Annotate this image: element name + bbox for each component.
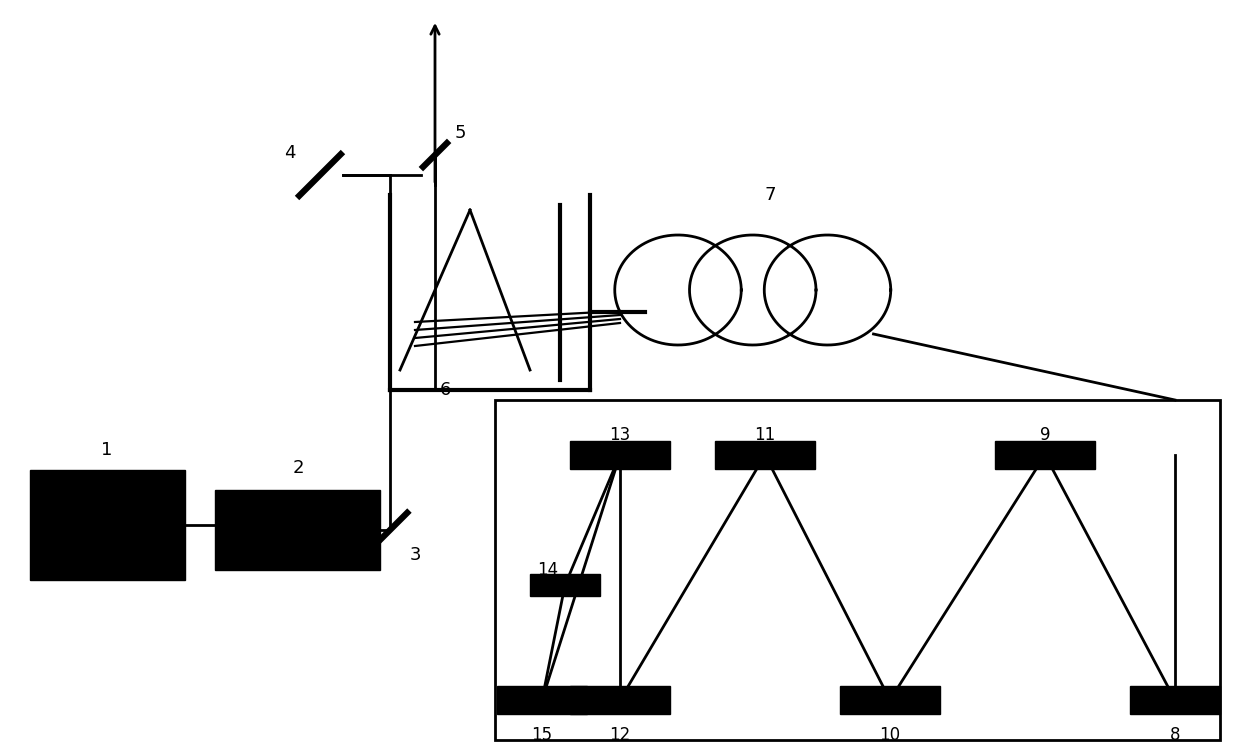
Text: 6: 6 (439, 381, 450, 399)
Bar (839, 686, 940, 714)
Bar (570, 686, 670, 714)
Bar (30, 470, 185, 580)
Bar (529, 574, 600, 596)
Text: 12: 12 (609, 726, 631, 744)
Bar (1130, 686, 1220, 714)
Bar (495, 400, 1220, 740)
Text: 8: 8 (1169, 726, 1180, 744)
Text: 14: 14 (537, 561, 558, 579)
Text: 11: 11 (754, 426, 776, 444)
Text: 4: 4 (284, 144, 296, 162)
Text: 1: 1 (102, 441, 113, 459)
Text: 3: 3 (409, 546, 420, 564)
Text: 15: 15 (532, 726, 553, 744)
Bar (570, 441, 670, 469)
Text: 9: 9 (1040, 426, 1050, 444)
Bar (994, 441, 1095, 469)
Text: 2: 2 (293, 459, 304, 477)
Text: 13: 13 (609, 426, 631, 444)
Bar (497, 686, 587, 714)
Text: 7: 7 (764, 186, 776, 204)
Bar (215, 490, 379, 570)
Bar (715, 441, 815, 469)
Text: 5: 5 (454, 124, 466, 142)
Text: 10: 10 (879, 726, 900, 744)
